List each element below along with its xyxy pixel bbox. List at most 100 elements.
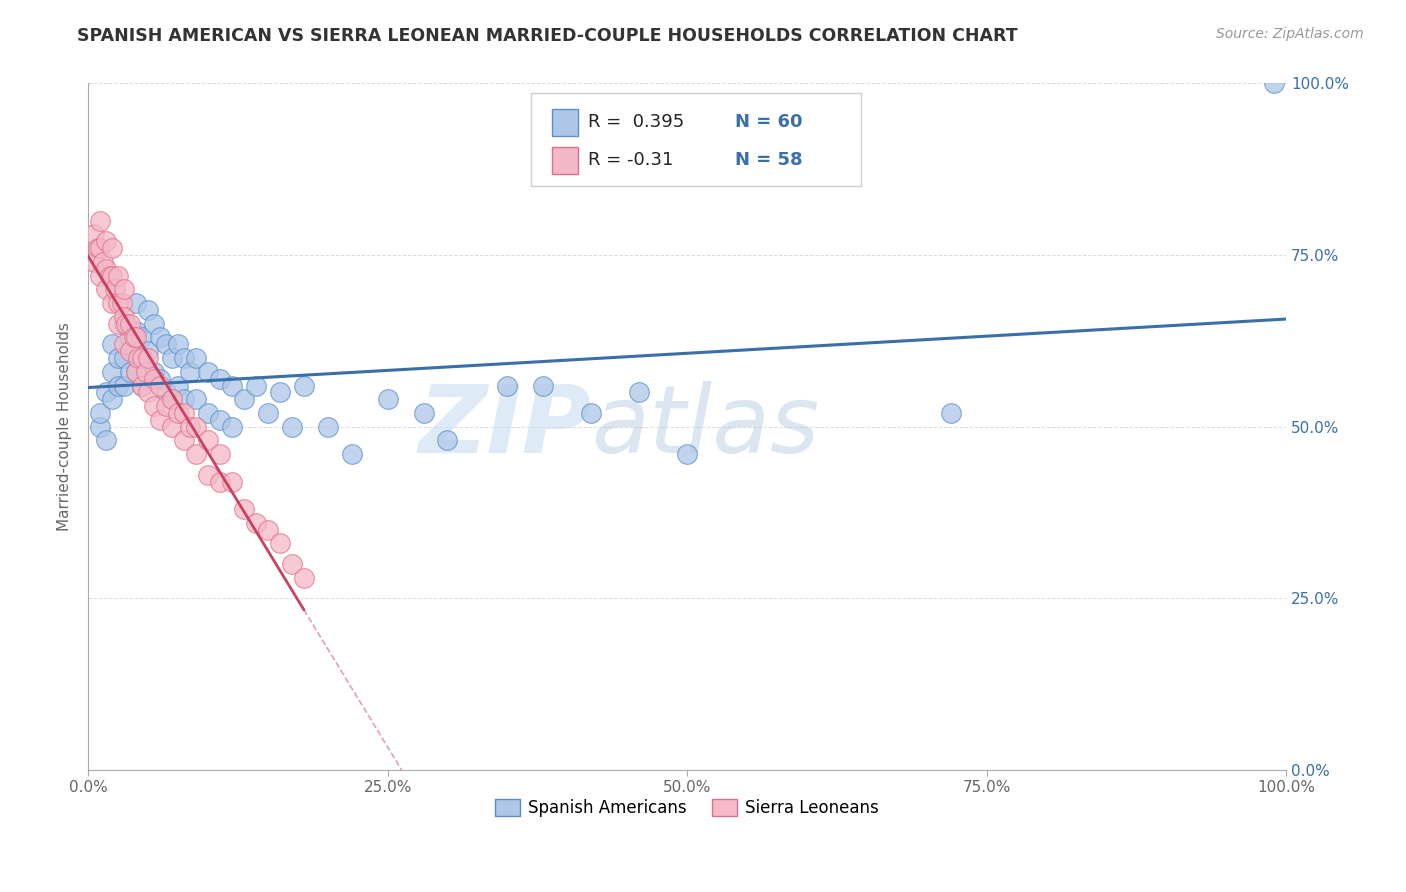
Point (208, 372, 231, 386)
Point (167, 337, 190, 351)
Point (160, 392, 183, 407)
Point (143, 372, 166, 386)
Point (135, 365, 157, 379)
Point (101, 337, 124, 351)
Point (125, 324, 148, 338)
Point (89, 419, 111, 434)
Point (94, 261, 117, 276)
Point (89, 268, 111, 283)
Point (155, 337, 177, 351)
Legend: Spanish Americans, Sierra Leoneans: Spanish Americans, Sierra Leoneans (488, 792, 886, 823)
Point (377, 392, 399, 407)
Point (115, 317, 138, 331)
Point (111, 296, 134, 310)
Point (112, 317, 135, 331)
Point (112, 337, 135, 351)
Point (122, 330, 145, 344)
Point (101, 241, 124, 255)
Point (89, 406, 111, 420)
Point (120, 365, 142, 379)
Point (83, 255, 105, 269)
Point (197, 406, 219, 420)
Point (160, 351, 183, 365)
Point (107, 296, 129, 310)
Point (125, 365, 148, 379)
Point (179, 419, 201, 434)
Point (89, 213, 111, 227)
Point (412, 406, 434, 420)
Point (184, 447, 207, 461)
Point (160, 392, 183, 407)
Point (436, 434, 458, 448)
Point (173, 406, 195, 420)
Point (256, 406, 278, 420)
Text: N = 60: N = 60 (735, 113, 803, 131)
Point (173, 392, 195, 407)
Point (197, 434, 219, 448)
Point (112, 310, 135, 324)
Text: Source: ZipAtlas.com: Source: ZipAtlas.com (1216, 27, 1364, 41)
Point (125, 330, 148, 344)
Point (173, 434, 195, 448)
Point (269, 385, 291, 400)
Point (676, 447, 699, 461)
Text: N = 58: N = 58 (735, 151, 803, 169)
Point (208, 413, 231, 427)
Point (232, 392, 254, 407)
Point (208, 475, 231, 489)
Point (103, 282, 125, 296)
Point (107, 351, 129, 365)
Point (221, 475, 243, 489)
Point (208, 447, 231, 461)
Text: R =  0.395: R = 0.395 (588, 113, 683, 131)
Point (107, 317, 129, 331)
Point (184, 392, 207, 407)
Point (112, 282, 135, 296)
Point (281, 557, 304, 571)
Point (155, 385, 177, 400)
Point (94, 434, 117, 448)
FancyBboxPatch shape (551, 146, 578, 174)
Text: atlas: atlas (592, 381, 820, 472)
Point (120, 344, 142, 359)
Point (131, 378, 153, 392)
Point (101, 296, 124, 310)
Point (143, 317, 166, 331)
Point (136, 351, 159, 365)
Text: SPANISH AMERICAN VS SIERRA LEONEAN MARRIED-COUPLE HOUSEHOLDS CORRELATION CHART: SPANISH AMERICAN VS SIERRA LEONEAN MARRI… (77, 27, 1018, 45)
Point (184, 351, 207, 365)
Point (107, 378, 129, 392)
Point (94, 385, 117, 400)
Point (136, 385, 159, 400)
Point (136, 344, 159, 359)
Point (107, 268, 129, 283)
Point (131, 378, 153, 392)
Point (256, 523, 278, 537)
Point (131, 330, 153, 344)
Point (316, 419, 339, 434)
Point (120, 330, 142, 344)
Point (179, 365, 201, 379)
Point (94, 235, 117, 249)
Point (125, 296, 148, 310)
Point (149, 372, 172, 386)
Point (581, 406, 603, 420)
Point (149, 378, 172, 392)
Point (197, 365, 219, 379)
Point (221, 419, 243, 434)
Point (101, 365, 124, 379)
Point (167, 406, 190, 420)
Point (155, 399, 177, 413)
Point (131, 351, 153, 365)
Point (89, 241, 111, 255)
Point (98, 268, 121, 283)
Point (125, 365, 148, 379)
Point (245, 378, 267, 392)
Point (939, 406, 962, 420)
Point (83, 227, 105, 242)
Point (112, 378, 135, 392)
Point (281, 419, 304, 434)
Point (127, 351, 149, 365)
Text: R = -0.31: R = -0.31 (588, 151, 673, 169)
Point (292, 378, 315, 392)
